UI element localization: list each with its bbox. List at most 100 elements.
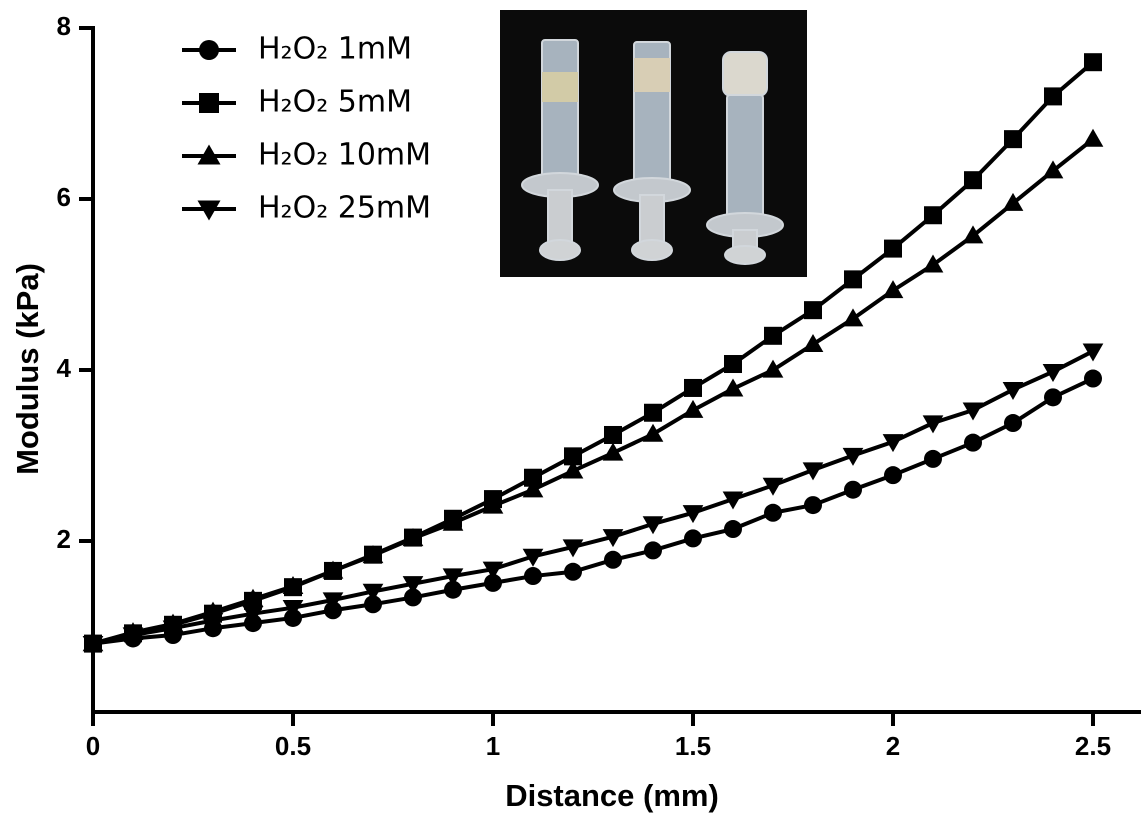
marker: [804, 301, 822, 320]
y-tick-label: 8: [57, 11, 71, 41]
marker: [1004, 130, 1022, 149]
legend-label: H₂O₂ 25mM: [258, 191, 431, 226]
marker: [199, 40, 219, 60]
marker: [562, 539, 584, 558]
marker: [762, 477, 784, 496]
marker: [642, 516, 664, 535]
marker: [724, 355, 742, 374]
marker: [202, 612, 224, 631]
y-tick-label: 2: [57, 524, 71, 554]
marker: [322, 560, 344, 579]
marker: [522, 548, 544, 567]
marker: [804, 496, 822, 515]
marker: [764, 503, 782, 522]
x-tick-label: 2.5: [1075, 731, 1111, 761]
marker: [682, 505, 704, 524]
marker: [282, 575, 304, 594]
marker: [642, 423, 664, 442]
legend-label: H₂O₂ 10mM: [258, 138, 431, 173]
series-line: [92, 349, 1094, 646]
marker: [722, 378, 744, 397]
marker: [242, 606, 264, 625]
legend-label: H₂O₂ 1mM: [258, 32, 412, 67]
marker: [644, 541, 662, 560]
marker: [964, 171, 982, 190]
legend-label: H₂O₂ 5mM: [258, 85, 412, 120]
marker: [1042, 364, 1064, 383]
marker: [842, 308, 864, 327]
marker: [884, 466, 902, 485]
marker: [882, 280, 904, 299]
marker: [82, 635, 104, 654]
marker: [1004, 414, 1022, 433]
marker: [724, 520, 742, 539]
y-tick-label: 4: [57, 353, 72, 383]
x-tick-label: 2: [886, 731, 900, 761]
marker: [962, 225, 984, 244]
marker: [404, 588, 422, 607]
marker: [522, 479, 544, 498]
marker: [844, 270, 862, 289]
marker: [1084, 369, 1102, 388]
y-axis-title: Modulus (kPa): [10, 263, 45, 475]
marker: [524, 567, 542, 586]
x-tick-label: 0: [86, 731, 100, 761]
marker: [1002, 192, 1024, 211]
marker: [197, 144, 221, 165]
marker: [442, 512, 464, 531]
x-tick-label: 1.5: [675, 731, 711, 761]
marker: [962, 402, 984, 421]
marker: [802, 334, 824, 352]
marker: [764, 326, 782, 345]
marker: [1044, 388, 1062, 407]
marker: [682, 399, 704, 418]
marker: [884, 239, 902, 258]
x-tick-label: 0.5: [275, 731, 311, 761]
marker: [122, 627, 144, 646]
marker: [484, 573, 502, 592]
marker: [242, 588, 264, 607]
marker: [362, 545, 384, 564]
marker: [564, 562, 582, 581]
marker: [162, 620, 184, 639]
marker: [604, 425, 622, 444]
marker: [442, 568, 464, 587]
x-tick-label: 1: [486, 731, 500, 761]
marker: [1042, 160, 1064, 179]
marker: [562, 460, 584, 479]
marker: [684, 529, 702, 548]
y-tick-label: 6: [57, 182, 71, 212]
marker: [402, 528, 424, 547]
marker: [482, 495, 504, 514]
marker: [602, 529, 624, 548]
marker: [1082, 343, 1104, 362]
marker: [482, 561, 504, 580]
x-axis-title: Distance (mm): [505, 778, 719, 813]
marker: [1084, 53, 1102, 72]
marker: [924, 449, 942, 468]
marker: [564, 447, 582, 466]
marker: [1002, 382, 1024, 401]
marker: [802, 462, 824, 481]
marker: [722, 491, 744, 510]
marker: [842, 447, 864, 466]
marker: [362, 583, 384, 602]
marker: [199, 93, 219, 113]
marker: [922, 254, 944, 273]
marker: [1044, 87, 1062, 106]
marker: [524, 468, 542, 487]
marker: [444, 580, 462, 599]
marker: [922, 415, 944, 434]
marker: [364, 595, 382, 614]
inset-photo: [500, 10, 807, 277]
marker: [684, 378, 702, 397]
marker: [644, 403, 662, 422]
marker: [602, 442, 624, 461]
marker: [1082, 128, 1104, 147]
marker: [964, 433, 982, 452]
marker: [604, 550, 622, 569]
marker: [882, 434, 904, 453]
marker: [197, 200, 221, 221]
marker: [924, 206, 942, 225]
marker: [282, 600, 304, 619]
